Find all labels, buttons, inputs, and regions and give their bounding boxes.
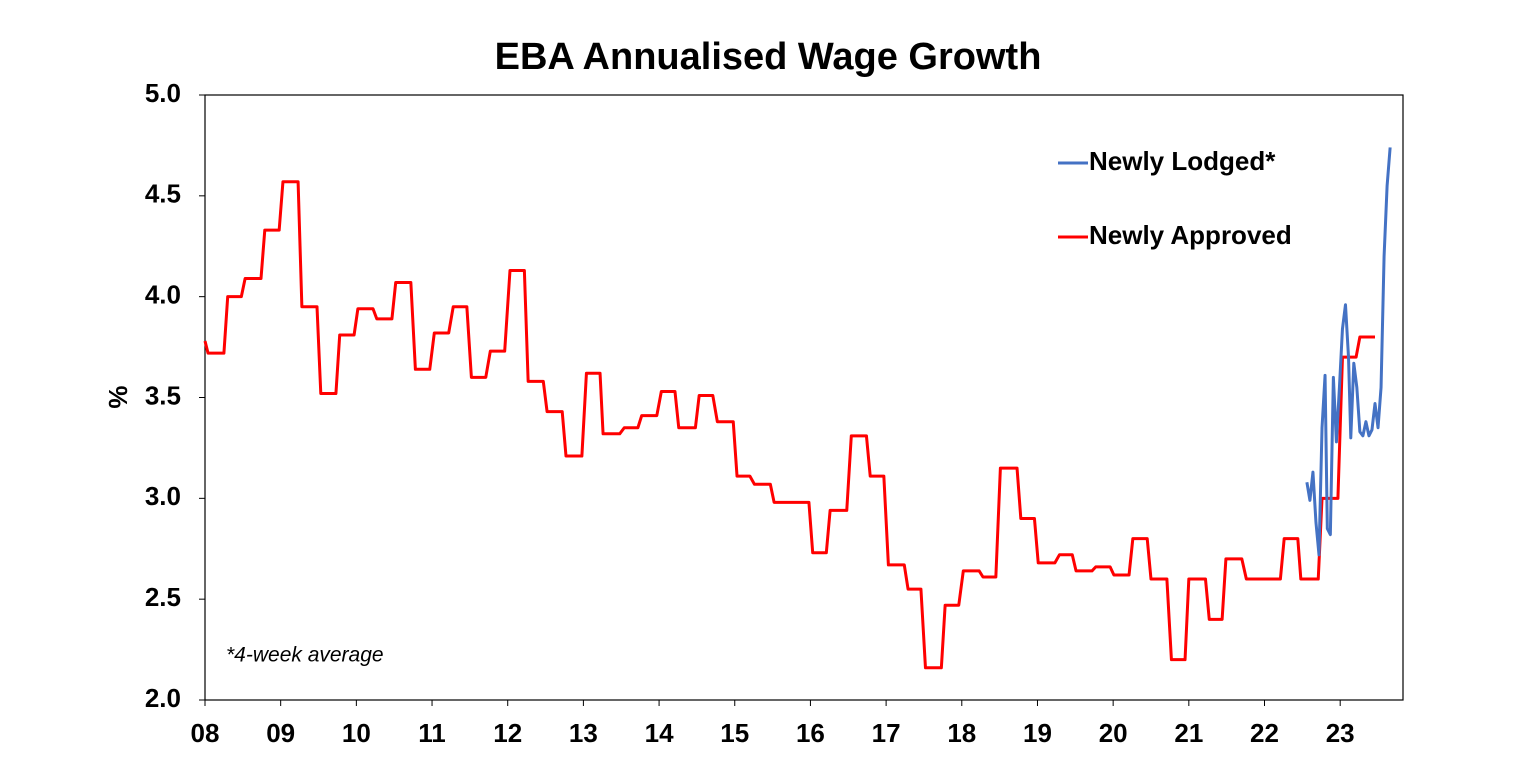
series-line [1305,147,1392,557]
x-tick-label: 20 [1099,718,1128,748]
x-tick-label: 22 [1250,718,1279,748]
annotation: *4-week average [226,644,384,667]
y-tick-label: 3.5 [145,380,181,410]
x-tick-label: 10 [342,718,371,748]
x-tick-label: 13 [569,718,598,748]
x-tick-label: 14 [645,718,674,748]
y-tick-label: 3.0 [145,481,181,511]
x-tick-label: 11 [418,718,446,748]
x-tick-label: 15 [720,718,749,748]
x-tick-label: 08 [191,718,220,748]
x-tick-label: 21 [1174,718,1203,748]
y-tick-label: 4.5 [145,179,181,209]
legend-label: Newly Lodged* [1089,146,1276,176]
x-tick-label: 16 [796,718,825,748]
chart-title: EBA Annualised Wage Growth [495,36,1042,78]
legend-label: Newly Approved [1089,220,1292,250]
y-tick-label: 2.5 [145,582,181,612]
x-tick-label: 18 [947,718,976,748]
x-tick-label: 19 [1023,718,1052,748]
y-axis-label: % [103,385,133,408]
x-tick-label: 23 [1326,718,1355,748]
y-tick-label: 4.0 [145,280,181,310]
y-tick-label: 2.0 [145,683,181,713]
x-tick-label: 17 [872,718,901,748]
x-tick-label: 09 [266,718,295,748]
x-tick-label: 12 [493,718,522,748]
y-tick-label: 5.0 [145,78,181,108]
series-line [203,180,1375,670]
